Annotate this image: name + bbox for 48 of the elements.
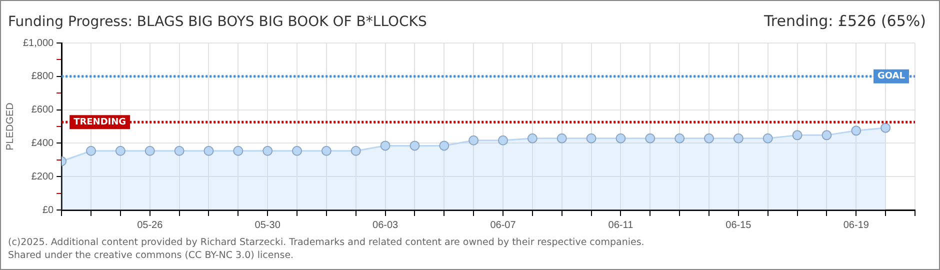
y-tick-label: £400 [31,138,54,149]
text: Shared under the creative commons (CC BY-NC 3.0) license. [8,249,295,262]
point [586,133,596,144]
x-tick-label: 05-30 [254,220,281,231]
point [880,122,891,133]
chart-subtitle: Trending: £526 (65%) [764,12,926,30]
point [262,146,273,156]
x-tick-label: 06-19 [843,220,870,231]
point [86,146,96,156]
x-tick-label: 06-15 [726,220,752,231]
point [762,133,773,144]
x-tick-label: 06-03 [372,220,399,231]
point [321,146,332,156]
ref-line-label: GOAL [878,72,906,82]
point [616,133,626,144]
point [144,146,155,156]
ref-line-label: TRENDING [74,118,126,128]
point [468,135,479,146]
point [674,133,685,144]
point [822,130,832,140]
point [704,133,714,144]
x-tick-label: 05-26 [137,220,164,231]
point [527,133,538,144]
point [115,146,126,156]
x-tick-label: 06-07 [490,220,516,231]
y-tick-label: £1,000 [22,38,54,49]
point [174,146,184,156]
point [792,130,802,140]
y-tick-label: £600 [31,104,54,116]
y-tick-label: £200 [31,171,54,182]
y-tick-label: £0 [42,204,54,216]
chart-title: Funding Progress: BLAGS BIG BOYS BIG BOOK OF B*LLOCKS [8,14,427,30]
point [851,126,862,136]
point [733,133,744,144]
point [645,133,656,144]
y-axis-title: PLEDGED [4,102,16,150]
point [233,146,244,156]
text: (c)2025. Additional content provided by Richard Starzecki. Trademarks and related content are owned by their respective companies. [8,236,644,249]
point [292,146,302,156]
x-tick-label: 06-11 [608,220,634,231]
point [556,133,567,144]
point [204,146,214,156]
point [439,140,450,151]
point [498,135,508,146]
point [410,140,420,151]
point [350,146,361,156]
point [380,140,390,151]
y-tick-label: £800 [31,71,54,82]
